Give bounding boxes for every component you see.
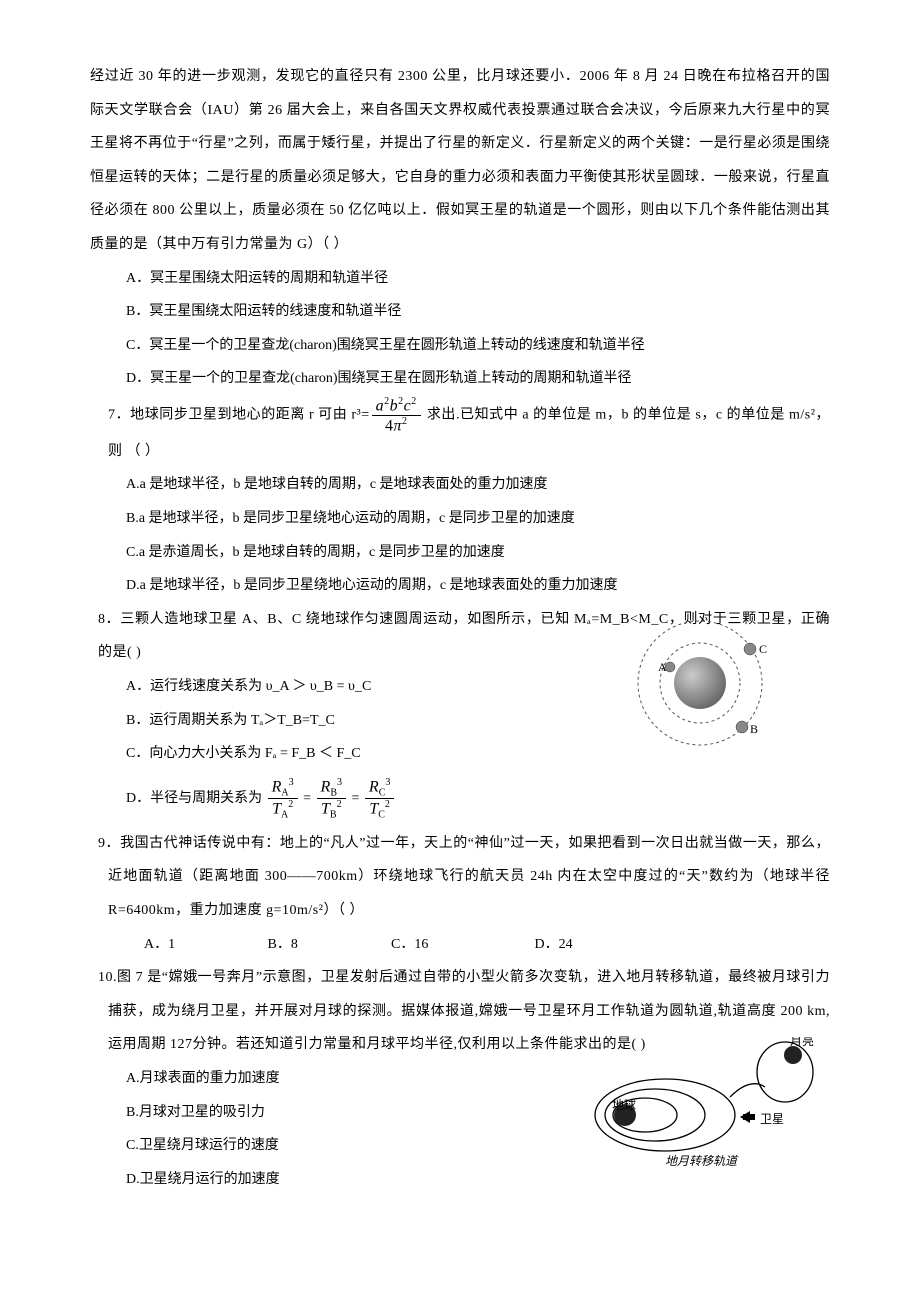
q7-option-c: C.a 是赤道周长，b 是地球自转的周期，c 是同步卫星的加速度 (90, 536, 830, 570)
q9-option-d: D．24 (535, 928, 573, 962)
q6-option-d: D．冥王星一个的卫星查龙(charon)围绕冥王星在圆形轨道上转动的周期和轨道半… (90, 362, 830, 396)
orbit-label-a: A (658, 660, 667, 674)
q7-option-d: D.a 是地球半径，b 是同步卫星绕地心运动的周期，c 是地球表面处的重力加速度 (90, 569, 830, 603)
q8-option-a-text: A．运行线速度关系为 υ_A ＞ υ_B = υ_C (126, 679, 371, 694)
q8-block: 8．三颗人造地球卫星 A、B、C 绕地球作匀速圆周运动，如图所示，已知 Mₐ=M… (90, 603, 830, 827)
q8-frac-b: RB3TB2 (317, 777, 346, 821)
q7-stem: 7．地球同步卫星到地心的距离 r 可由 r³=a2b2c24π2 求出.已知式中… (90, 396, 830, 468)
q8-frac-a: RA3TA2 (268, 777, 298, 821)
q6-option-b: B．冥王星围绕太阳运转的线速度和轨道半径 (90, 295, 830, 329)
q9-options: A．1 B．8 C．16 D．24 (90, 928, 830, 962)
intro-paragraph: 经过近 30 年的进一步观测，发现它的直径只有 2300 公里，比月球还要小．2… (90, 60, 830, 262)
q9-option-a: A．1 (144, 928, 264, 962)
moon-moon-label: 月亮 (790, 1037, 814, 1048)
orbit-label-c: C (759, 642, 767, 656)
moon-diagram: 地球 月亮 卫星 地月转移轨道 (590, 1037, 820, 1177)
q9-option-b: B．8 (268, 928, 388, 962)
q9-stem: 9．我国古代神话传说中有：地上的“凡人”过一年，天上的“神仙”过一天，如果把看到… (90, 827, 830, 928)
q7-fraction: a2b2c24π2 (372, 396, 421, 435)
q8-frac-c: RC3TC2 (365, 777, 394, 821)
orbit-diagram: A B C (610, 613, 790, 753)
q8-option-d-pre: D．半径与周期关系为 (126, 791, 266, 806)
q10-block: A.月球表面的重力加速度 B.月球对卫星的吸引力 C.卫星绕月球运行的速度 D.… (90, 1062, 830, 1196)
q7-option-a: A.a 是地球半径，b 是地球自转的周期，c 是地球表面处的重力加速度 (90, 468, 830, 502)
moon-earth-label: 地球 (612, 1098, 636, 1112)
q8-option-d: D．半径与周期关系为 RA3TA2 = RB3TB2 = RC3TC2 (90, 771, 830, 827)
q7-stem-pre: 7．地球同步卫星到地心的距离 r 可由 r³= (108, 408, 370, 423)
orbit-label-b: B (750, 722, 758, 736)
q9-option-c: C．16 (391, 928, 531, 962)
q6-option-c: C．冥王星一个的卫星查龙(charon)围绕冥王星在圆形轨道上转动的线速度和轨道… (90, 329, 830, 363)
q6-option-a: A．冥王星围绕太阳运转的周期和轨道半径 (90, 262, 830, 296)
q7-option-b: B.a 是地球半径，b 是同步卫星绕地心运动的周期，c 是同步卫星的加速度 (90, 502, 830, 536)
document-page: 经过近 30 年的进一步观测，发现它的直径只有 2300 公里，比月球还要小．2… (0, 0, 920, 1256)
moon-path-label: 地月转移轨道 (665, 1154, 739, 1168)
moon-sat-label: 卫星 (760, 1112, 784, 1126)
